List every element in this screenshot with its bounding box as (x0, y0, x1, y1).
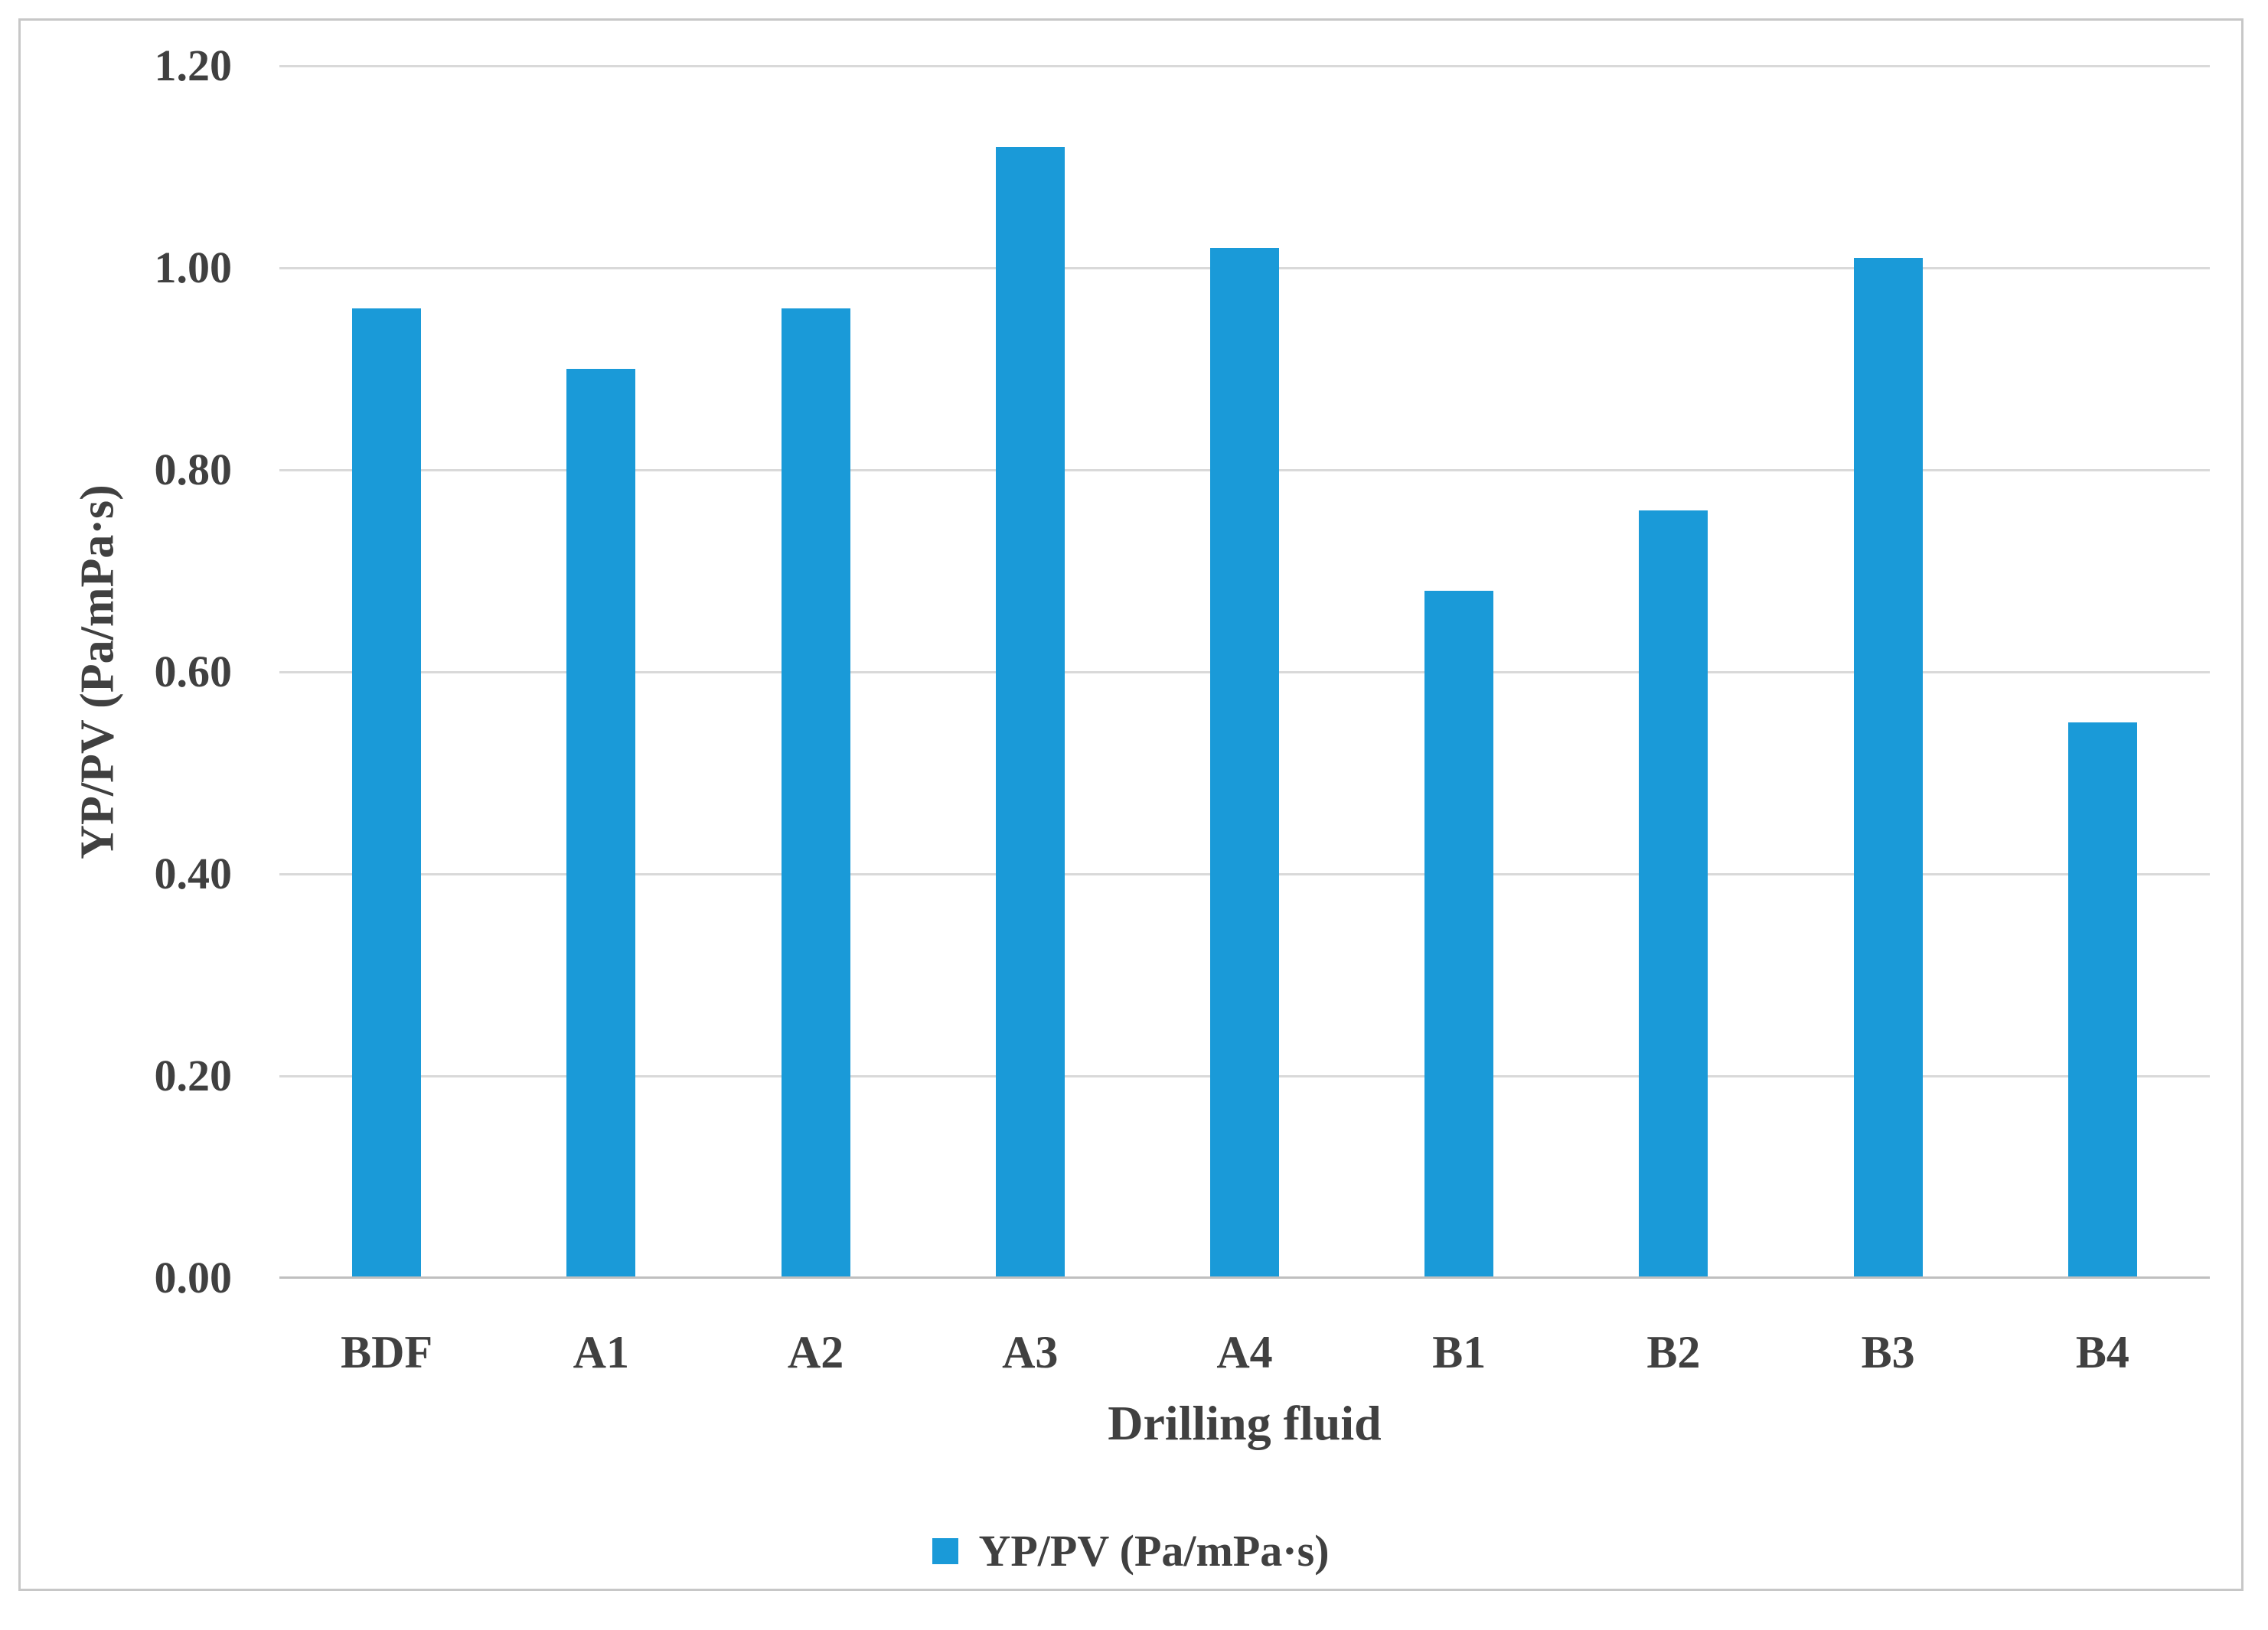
x-tick-label-B2: B2 (1646, 1327, 1701, 1377)
bar-BDF (352, 308, 422, 1278)
gridline (279, 65, 2210, 67)
x-tick-label-A2: A2 (787, 1327, 844, 1377)
x-tick-label-A3: A3 (1002, 1327, 1059, 1377)
chart-frame: YP/PV (Pa/mPa·s) 1.20 1.00 0.80 0.60 0.40 0.2… (18, 18, 2244, 1591)
bar-slot (1781, 66, 1996, 1278)
bar-A1 (566, 369, 636, 1278)
x-tick-label-B4: B4 (2075, 1327, 2129, 1377)
bar-B4 (2067, 722, 2137, 1278)
y-tick-label: 0.20 (154, 1051, 233, 1100)
bar-slot (708, 66, 922, 1278)
bar-B3 (1853, 257, 1923, 1278)
x-axis-line (279, 1276, 2210, 1279)
x-tick-label-A4: A4 (1216, 1327, 1273, 1377)
legend: YP/PV (Pa/mPa·s) (21, 1524, 2241, 1579)
bar-B2 (1639, 510, 1708, 1278)
bar-B1 (1424, 591, 1494, 1278)
plot-area (279, 65, 2210, 1279)
bar-slot (1996, 66, 2210, 1278)
bar-slot (1137, 66, 1352, 1278)
bar-A2 (781, 308, 850, 1278)
y-tick-label: 0.80 (154, 445, 233, 494)
bar-A3 (995, 146, 1065, 1278)
bar-slot (1352, 66, 1566, 1278)
bar-slot (1566, 66, 1780, 1278)
x-tick-label-B1: B1 (1432, 1327, 1486, 1377)
y-tick-label: 0.60 (154, 647, 233, 696)
bar-slot (494, 66, 708, 1278)
x-tick-label-BDF: BDF (341, 1327, 433, 1377)
bar-A4 (1209, 247, 1279, 1278)
y-tick-label: 0.40 (154, 849, 233, 898)
legend-label: YP/PV (Pa/mPa·s) (978, 1526, 1330, 1576)
bar-series (279, 66, 2210, 1278)
y-tick-label: 0.00 (154, 1253, 233, 1302)
bar-slot (279, 66, 494, 1278)
x-tick-label-A1: A1 (573, 1327, 629, 1377)
x-tick-label-B3: B3 (1861, 1327, 1915, 1377)
y-axis-tick-labels: 1.20 1.00 0.80 0.60 0.40 0.20 0.00 (21, 41, 233, 1302)
bar-slot (923, 66, 1137, 1278)
x-axis-title: Drilling fluid (1108, 1396, 1382, 1450)
legend-marker-square (932, 1538, 959, 1564)
y-tick-label: 1.00 (154, 243, 233, 292)
x-axis-tick-labels: BDF A1 A2 A3 A4 B1 B2 B3 B4 (279, 1324, 2210, 1381)
y-tick-label: 1.20 (154, 41, 233, 90)
